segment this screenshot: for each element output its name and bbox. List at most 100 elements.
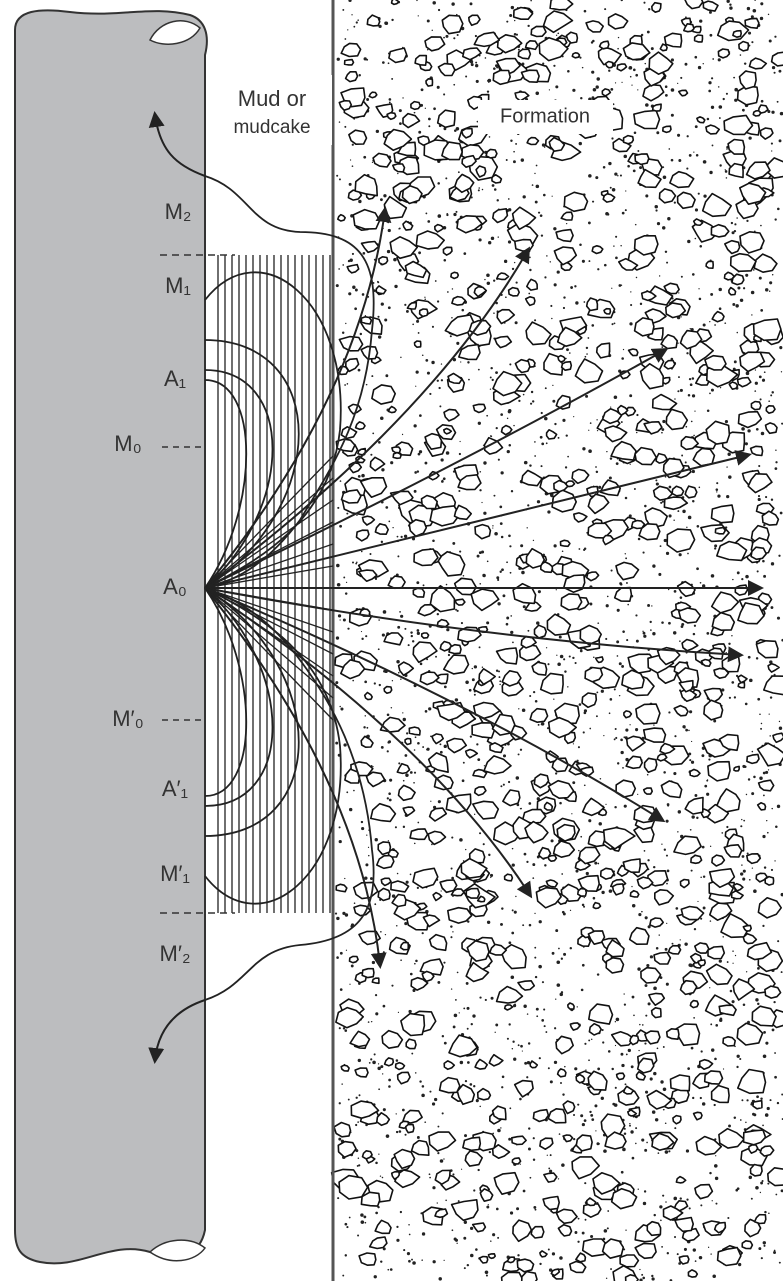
grain-dot: [711, 77, 713, 79]
grain-dot: [433, 1260, 436, 1263]
grain-dot: [662, 226, 665, 229]
grain-dot: [406, 310, 409, 313]
grain-dot: [443, 962, 445, 964]
pebble: [346, 72, 358, 82]
pebble: [452, 297, 466, 306]
pebble: [758, 803, 766, 810]
grain-dot: [609, 889, 613, 893]
pebble: [531, 26, 546, 36]
grain-dot: [741, 1099, 743, 1101]
grain-dot: [441, 363, 442, 364]
grain-dot: [565, 466, 567, 468]
grain-dot: [486, 1275, 488, 1277]
pebble: [526, 322, 551, 345]
grain-dot: [555, 998, 556, 999]
pebble: [437, 552, 465, 576]
grain-dot: [745, 703, 748, 706]
grain-dot: [539, 920, 542, 923]
grain-dot: [763, 1245, 765, 1247]
grain-dot: [625, 1229, 626, 1230]
grain-dot: [556, 589, 557, 590]
grain-dot: [566, 348, 569, 351]
grain-dot: [376, 130, 379, 133]
grain-dot: [703, 63, 704, 64]
grain-dot: [443, 93, 445, 95]
grain-dot: [529, 1177, 531, 1179]
grain-dot: [712, 1275, 716, 1279]
grain-dot: [398, 762, 400, 764]
grain-dot: [629, 1123, 630, 1124]
grain-dot: [698, 193, 700, 195]
electrode-label: M₁: [165, 273, 191, 298]
pebble: [473, 1223, 486, 1232]
pebble: [664, 361, 675, 369]
grain-dot: [680, 77, 682, 79]
grain-dot: [746, 971, 747, 972]
grain-dot: [382, 61, 385, 64]
pebble: [695, 943, 709, 953]
pebble: [366, 772, 384, 786]
pebble: [682, 640, 698, 651]
grain-dot: [760, 398, 762, 400]
grain-dot: [634, 131, 637, 134]
grain-dot: [674, 590, 677, 593]
grain-dot: [510, 1211, 513, 1214]
grain-dot: [745, 575, 749, 579]
grain-dot: [483, 843, 485, 845]
pebble: [339, 101, 351, 111]
grain-dot: [529, 695, 531, 697]
grain-dot: [456, 1243, 457, 1244]
grain-dot: [758, 498, 761, 501]
grain-dot: [506, 623, 509, 626]
grain-dot: [532, 400, 534, 402]
grain-dot: [760, 2, 763, 5]
pebble: [603, 194, 615, 202]
grain-dot: [425, 108, 426, 109]
grain-dot: [740, 825, 742, 827]
grain-dot: [551, 318, 552, 319]
pebble: [701, 660, 710, 667]
pebble: [605, 426, 627, 442]
grain-dot: [519, 1098, 522, 1101]
grain-dot: [340, 952, 343, 955]
pebble: [597, 343, 610, 358]
grain-dot: [355, 1124, 357, 1126]
pebble: [690, 1001, 698, 1008]
grain-dot: [682, 725, 685, 728]
grain-dot: [588, 1059, 590, 1061]
grain-dot: [372, 1061, 376, 1065]
grain-dot: [652, 564, 655, 567]
grain-dot: [372, 961, 375, 964]
grain-dot: [365, 715, 366, 716]
grain-dot: [387, 797, 389, 799]
pebble: [685, 798, 703, 815]
grain-dot: [342, 9, 344, 11]
grain-dot: [510, 615, 512, 617]
grain-dot: [753, 1113, 756, 1116]
grain-dot: [734, 696, 736, 698]
grain-dot: [400, 615, 403, 618]
grain-dot: [365, 1222, 367, 1224]
grain-dot: [585, 356, 587, 358]
pebble: [580, 625, 601, 644]
pebble: [513, 584, 536, 604]
grain-dot: [500, 413, 503, 416]
pebble: [772, 52, 783, 66]
grain-dot: [538, 724, 540, 726]
grain-dot: [411, 1259, 413, 1261]
pebble: [412, 1141, 429, 1156]
grain-dot: [516, 34, 518, 36]
grain-dot: [580, 97, 582, 99]
grain-dot: [733, 77, 735, 79]
pebble: [635, 318, 654, 336]
grain-dot: [417, 822, 419, 824]
grain-dot: [507, 450, 510, 453]
grain-dot: [753, 889, 757, 893]
grain-dot: [729, 3, 731, 5]
grain-dot: [665, 251, 667, 253]
grain-dot: [749, 1176, 752, 1179]
grain-dot: [479, 1106, 481, 1108]
grain-dot: [451, 988, 452, 989]
grain-dot: [422, 746, 424, 748]
grain-dot: [547, 510, 550, 513]
